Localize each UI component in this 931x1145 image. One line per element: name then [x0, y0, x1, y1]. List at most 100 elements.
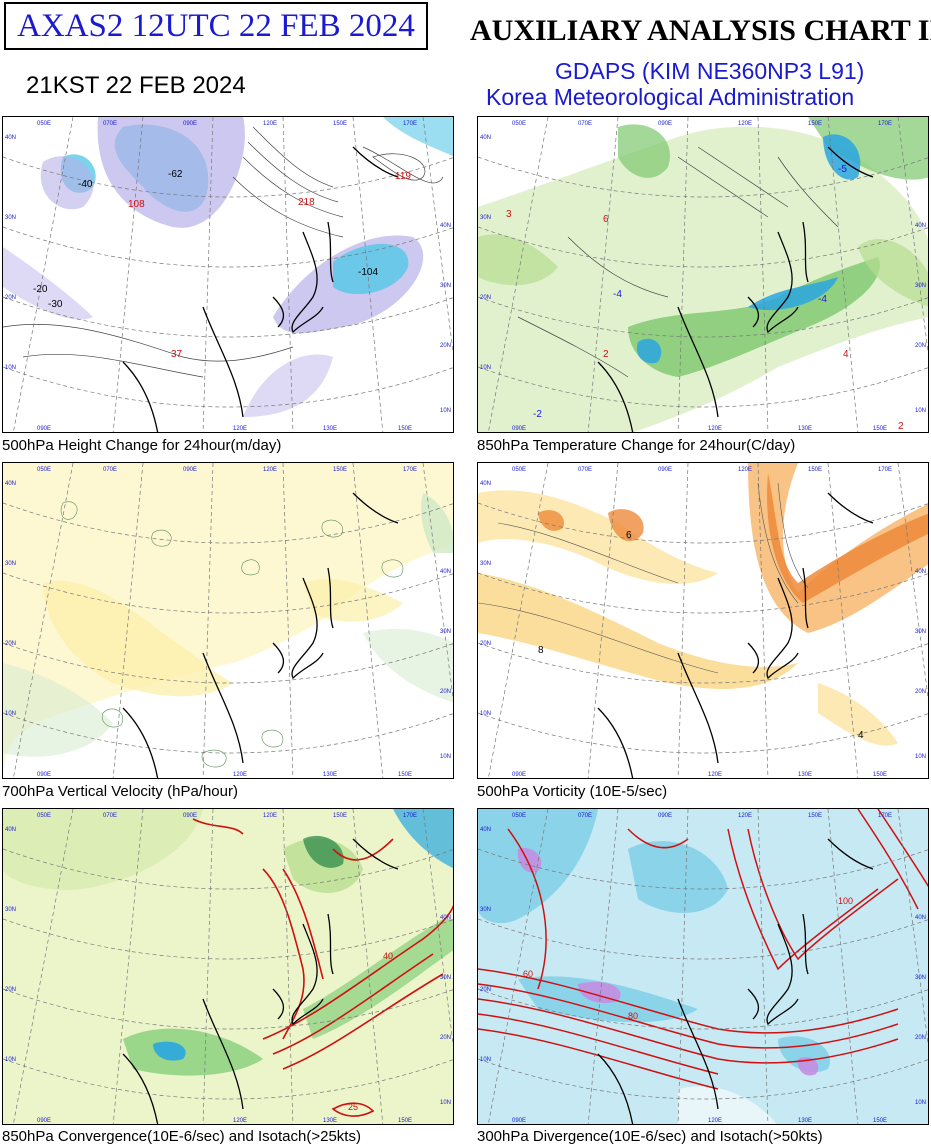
- contour-label: 4: [843, 349, 849, 360]
- lon-label: 090E: [658, 467, 672, 473]
- isotach-label: 100: [838, 896, 853, 906]
- contour-label: -2: [533, 409, 542, 420]
- lat-label: 40N: [480, 481, 491, 487]
- contour-label: 218: [298, 197, 315, 208]
- contour-label: 119: [395, 171, 411, 182]
- lon-label: 090E: [658, 121, 672, 127]
- lon-label: 050E: [512, 813, 526, 819]
- contour-label: -104: [358, 267, 378, 278]
- lat-label: 10N: [480, 1057, 491, 1063]
- lat-label: 30N: [915, 629, 926, 635]
- lat-label: 10N: [480, 365, 491, 371]
- lat-label: 10N: [440, 754, 451, 760]
- lon-label: 090E: [183, 467, 197, 473]
- contour-label: 2: [603, 349, 609, 360]
- lon-label: 150E: [398, 772, 412, 778]
- lat-label: 40N: [915, 915, 926, 921]
- panel-caption: 500hPa Height Change for 24hour(m/day): [2, 437, 282, 454]
- lat-label: 30N: [915, 283, 926, 289]
- lat-label: 30N: [480, 907, 491, 913]
- lat-label: 30N: [440, 975, 451, 981]
- lat-label: 10N: [915, 754, 926, 760]
- lon-label: 150E: [808, 121, 822, 127]
- chart-code-box: AXAS2 12UTC 22 FEB 2024: [4, 2, 428, 50]
- lon-label: 150E: [808, 467, 822, 473]
- lon-label: 120E: [263, 813, 277, 819]
- lon-label: 170E: [878, 121, 892, 127]
- contour-label: 2: [898, 421, 904, 432]
- lat-label: 20N: [480, 641, 491, 647]
- lon-label: 150E: [398, 426, 412, 432]
- lat-label: 20N: [5, 987, 16, 993]
- contour-label: -30: [48, 299, 63, 310]
- lon-label: 090E: [37, 1118, 51, 1124]
- lon-label: 120E: [708, 772, 722, 778]
- lat-label: 20N: [5, 295, 16, 301]
- lon-label: 120E: [233, 772, 247, 778]
- panel-caption: 850hPa Convergence(10E-6/sec) and Isotac…: [2, 1128, 361, 1145]
- lon-label: 120E: [233, 1118, 247, 1124]
- isotach-label: 60: [523, 969, 533, 979]
- lat-label: 20N: [480, 295, 491, 301]
- lon-label: 070E: [103, 813, 117, 819]
- lon-label: 050E: [512, 467, 526, 473]
- lat-label: 20N: [440, 689, 451, 695]
- lon-label: 130E: [798, 772, 812, 778]
- contour-label: 6: [626, 530, 632, 541]
- lon-label: 050E: [37, 467, 51, 473]
- lon-label: 150E: [333, 467, 347, 473]
- agency-name: Korea Meteorological Administration: [486, 84, 855, 110]
- lon-label: 150E: [398, 1118, 412, 1124]
- lat-label: 30N: [915, 975, 926, 981]
- lon-label: 120E: [233, 426, 247, 432]
- lon-label: 090E: [512, 426, 526, 432]
- lon-label: 120E: [708, 426, 722, 432]
- contour-label: -20: [33, 284, 48, 295]
- panel-850hpa-temperature-change: 050E 070E 090E 120E 150E 170E 40N 30N 20…: [477, 116, 929, 433]
- lat-label: 30N: [5, 907, 16, 913]
- lon-label: 090E: [512, 1118, 526, 1124]
- lon-label: 070E: [578, 467, 592, 473]
- lat-label: 40N: [5, 827, 16, 833]
- lon-label: 070E: [103, 121, 117, 127]
- contour-label: 3: [506, 209, 512, 220]
- lat-label: 20N: [440, 343, 451, 349]
- lat-label: 10N: [5, 1057, 16, 1063]
- lat-label: 20N: [480, 987, 491, 993]
- lon-label: 150E: [873, 426, 887, 432]
- lon-label: 130E: [323, 772, 337, 778]
- lat-label: 10N: [915, 408, 926, 414]
- lon-label: 150E: [333, 121, 347, 127]
- chart-title: AUXILIARY ANALYSIS CHART II: [470, 14, 931, 47]
- lon-label: 070E: [578, 121, 592, 127]
- lon-label: 130E: [798, 1118, 812, 1124]
- lon-label: 130E: [323, 1118, 337, 1124]
- panel-caption: 300hPa Divergence(10E-6/sec) and Isotach…: [477, 1128, 823, 1145]
- lat-label: 30N: [480, 561, 491, 567]
- lat-label: 20N: [915, 1035, 926, 1041]
- lon-label: 130E: [323, 426, 337, 432]
- lat-label: 40N: [480, 135, 491, 141]
- lat-label: 40N: [5, 481, 16, 487]
- isotach-label: 40: [383, 951, 393, 961]
- lat-label: 10N: [5, 711, 16, 717]
- isotach-label: 25: [348, 1102, 358, 1112]
- lon-label: 090E: [37, 426, 51, 432]
- lon-label: 120E: [708, 1118, 722, 1124]
- panel-850hpa-convergence-isotach: 050E 070E 090E 120E 150E 170E 40N 30N 20…: [2, 808, 454, 1125]
- lat-label: 30N: [5, 561, 16, 567]
- lat-label: 30N: [480, 215, 491, 221]
- lat-label: 30N: [5, 215, 16, 221]
- lat-label: 20N: [915, 689, 926, 695]
- lon-label: 170E: [403, 121, 417, 127]
- model-name: GDAPS (KIM NE360NP3 L91): [555, 58, 865, 84]
- lon-label: 120E: [738, 121, 752, 127]
- lon-label: 120E: [263, 121, 277, 127]
- contour-label: 37: [171, 349, 183, 360]
- lon-label: 120E: [738, 813, 752, 819]
- panel-500hpa-height-change: 050E 070E 090E 120E 150E 170E 40N 30N 20…: [2, 116, 454, 433]
- isotach-label: 80: [628, 1011, 638, 1021]
- lon-label: 120E: [263, 467, 277, 473]
- lon-label: 090E: [183, 121, 197, 127]
- lon-label: 050E: [37, 813, 51, 819]
